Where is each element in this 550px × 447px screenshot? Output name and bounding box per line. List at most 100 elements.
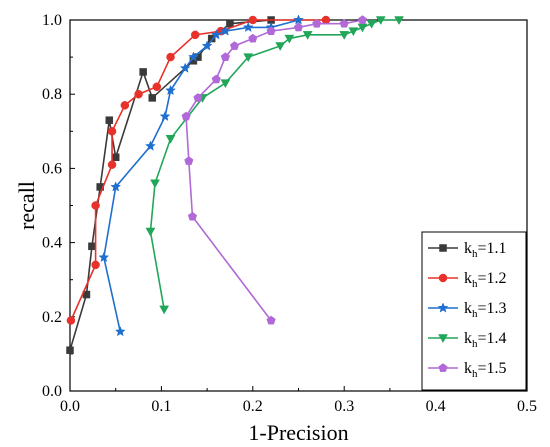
data-point [88, 242, 96, 251]
legend-marker [438, 273, 448, 283]
legend-item: kh=1.1 [428, 240, 507, 260]
data-point [107, 127, 117, 136]
data-point [312, 18, 322, 28]
data-point [187, 211, 198, 221]
legend: kh=1.1kh=1.2kh=1.3kh=1.4kh=1.5 [421, 231, 527, 391]
y-tick-label: 0.2 [42, 309, 62, 326]
series-2 [98, 14, 304, 337]
data-point [179, 62, 191, 73]
series-1 [66, 15, 331, 325]
legend-label-sub: h [472, 248, 478, 260]
data-point [339, 31, 350, 40]
data-point [394, 16, 404, 26]
data-point [226, 19, 234, 28]
data-point [220, 79, 231, 89]
legend-item: kh=1.4 [428, 330, 507, 350]
x-tick-label: 0.4 [426, 398, 446, 415]
data-point [114, 325, 126, 337]
data-point [91, 260, 100, 270]
data-point [120, 101, 130, 110]
data-point [66, 346, 74, 354]
x-axis-title: 1-Precision [248, 420, 348, 445]
data-point [275, 42, 286, 51]
legend-label-main: k [464, 300, 472, 317]
legend-label-sub: h [472, 338, 478, 350]
legend-item: kh=1.3 [428, 300, 507, 320]
data-point [211, 74, 221, 84]
legend-label-rest: =1.5 [478, 360, 507, 377]
data-point [219, 25, 231, 36]
series-line [70, 19, 326, 321]
legend-marker [438, 334, 448, 344]
data-point [66, 316, 76, 325]
y-tick-label: 0.4 [42, 235, 62, 252]
data-point [220, 52, 230, 61]
legend-marker [438, 363, 448, 372]
legend-label-rest: =1.1 [478, 240, 507, 257]
data-point [187, 51, 199, 62]
data-point [110, 181, 122, 192]
data-point [293, 22, 304, 32]
legend-label: kh=1.5 [464, 360, 507, 380]
data-point [284, 34, 295, 44]
x-tick-label: 0.1 [151, 398, 171, 415]
data-point [229, 41, 240, 50]
data-point [266, 315, 276, 325]
data-point [339, 18, 349, 28]
x-tick-label: 0.5 [517, 398, 537, 415]
y-tick-label: 0.0 [42, 383, 62, 400]
data-point [210, 29, 222, 40]
data-point [145, 227, 156, 237]
legend-marker [439, 244, 447, 252]
data-point [193, 93, 203, 102]
axes: 0.0 0.1 0.2 0.3 0.4 0.5 0.0 0.2 0.4 0.6 0.8 1.0 [42, 12, 537, 415]
data-point [148, 94, 157, 102]
series-0 [66, 16, 275, 354]
data-point [165, 134, 176, 144]
legend-item: kh=1.2 [428, 270, 507, 290]
series-line [103, 19, 299, 332]
data-point [134, 89, 143, 99]
x-tick-label: 0.3 [334, 398, 354, 415]
data-point [321, 15, 331, 25]
data-point [159, 110, 171, 122]
data-point [91, 201, 100, 210]
data-point [375, 16, 386, 26]
data-point [145, 140, 156, 151]
data-point [248, 33, 258, 43]
legend-label: kh=1.1 [464, 240, 507, 260]
legend-label-rest: =1.2 [478, 270, 507, 287]
data-point [181, 111, 191, 121]
y-axis-title: recall [14, 181, 39, 230]
legend-label-sub: h [472, 368, 478, 380]
legend-label: kh=1.2 [464, 270, 507, 290]
series-3 [145, 16, 404, 315]
data-point [107, 160, 117, 169]
data-point [302, 31, 313, 40]
data-point [190, 30, 200, 40]
legend-label-rest: =1.4 [478, 330, 507, 347]
data-point [111, 153, 120, 162]
y-tick-label: 1.0 [42, 12, 62, 29]
data-point [357, 15, 368, 24]
data-point [348, 27, 359, 37]
data-point [366, 19, 377, 29]
series-line [185, 19, 363, 321]
data-point [105, 116, 114, 124]
data-point [242, 21, 254, 33]
data-point [165, 84, 176, 96]
legend-label-main: k [464, 270, 472, 287]
data-point [357, 23, 368, 33]
legend-label: kh=1.3 [464, 300, 507, 320]
data-point [150, 179, 160, 189]
data-point [166, 52, 175, 62]
legend-item: kh=1.5 [428, 360, 507, 380]
x-tick-label: 0.2 [243, 398, 263, 415]
data-point [201, 40, 213, 51]
legend-label-main: k [464, 360, 472, 377]
legend-marker [437, 302, 449, 313]
data-point [293, 14, 304, 25]
series-4 [181, 15, 368, 325]
data-point [243, 53, 254, 63]
